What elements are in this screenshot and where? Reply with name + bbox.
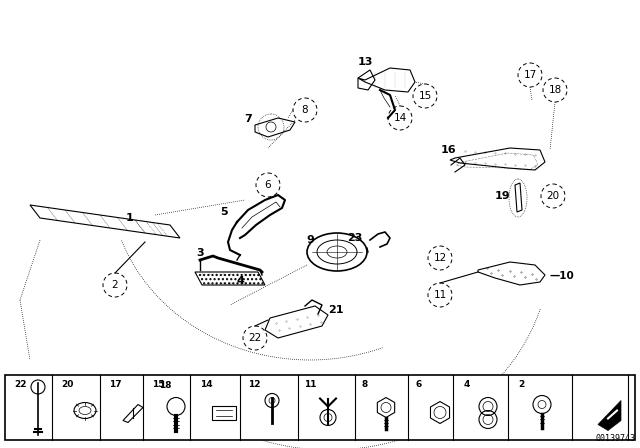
Text: 20: 20 — [547, 191, 559, 201]
Text: 17: 17 — [524, 70, 536, 80]
Text: 13: 13 — [357, 57, 372, 67]
Bar — [212, 405, 236, 419]
Text: 22: 22 — [14, 380, 26, 389]
Text: 14: 14 — [394, 113, 406, 123]
Text: 1: 1 — [126, 213, 134, 223]
Text: 8: 8 — [362, 380, 368, 389]
Text: 23: 23 — [348, 233, 363, 243]
Bar — [5, 375, 635, 440]
Text: 17: 17 — [109, 380, 122, 389]
Text: 21: 21 — [328, 305, 344, 315]
Text: 22: 22 — [248, 333, 262, 343]
Text: 4: 4 — [464, 380, 470, 389]
Text: 5: 5 — [220, 207, 228, 217]
Text: 19: 19 — [495, 191, 511, 201]
Text: 6: 6 — [416, 380, 422, 389]
Text: 4: 4 — [236, 276, 244, 286]
Text: —10: —10 — [549, 271, 573, 281]
Text: 15: 15 — [419, 91, 431, 101]
Text: 18: 18 — [159, 381, 172, 390]
Text: 3: 3 — [196, 248, 204, 258]
Text: 15: 15 — [152, 380, 164, 389]
Text: 12: 12 — [433, 253, 447, 263]
Polygon shape — [598, 401, 621, 431]
Text: 18: 18 — [548, 85, 562, 95]
Text: 9: 9 — [306, 235, 314, 245]
Text: 2: 2 — [518, 380, 524, 389]
Text: 6: 6 — [265, 180, 271, 190]
Text: 16: 16 — [440, 145, 456, 155]
Text: 7: 7 — [244, 114, 252, 124]
Text: 12: 12 — [248, 380, 260, 389]
Text: 14: 14 — [200, 380, 212, 389]
Text: 2: 2 — [112, 280, 118, 290]
Text: 20: 20 — [61, 380, 74, 389]
Text: 11: 11 — [304, 380, 317, 389]
Text: 11: 11 — [433, 290, 447, 300]
Text: 00139743: 00139743 — [595, 434, 635, 443]
Text: 8: 8 — [301, 105, 308, 115]
